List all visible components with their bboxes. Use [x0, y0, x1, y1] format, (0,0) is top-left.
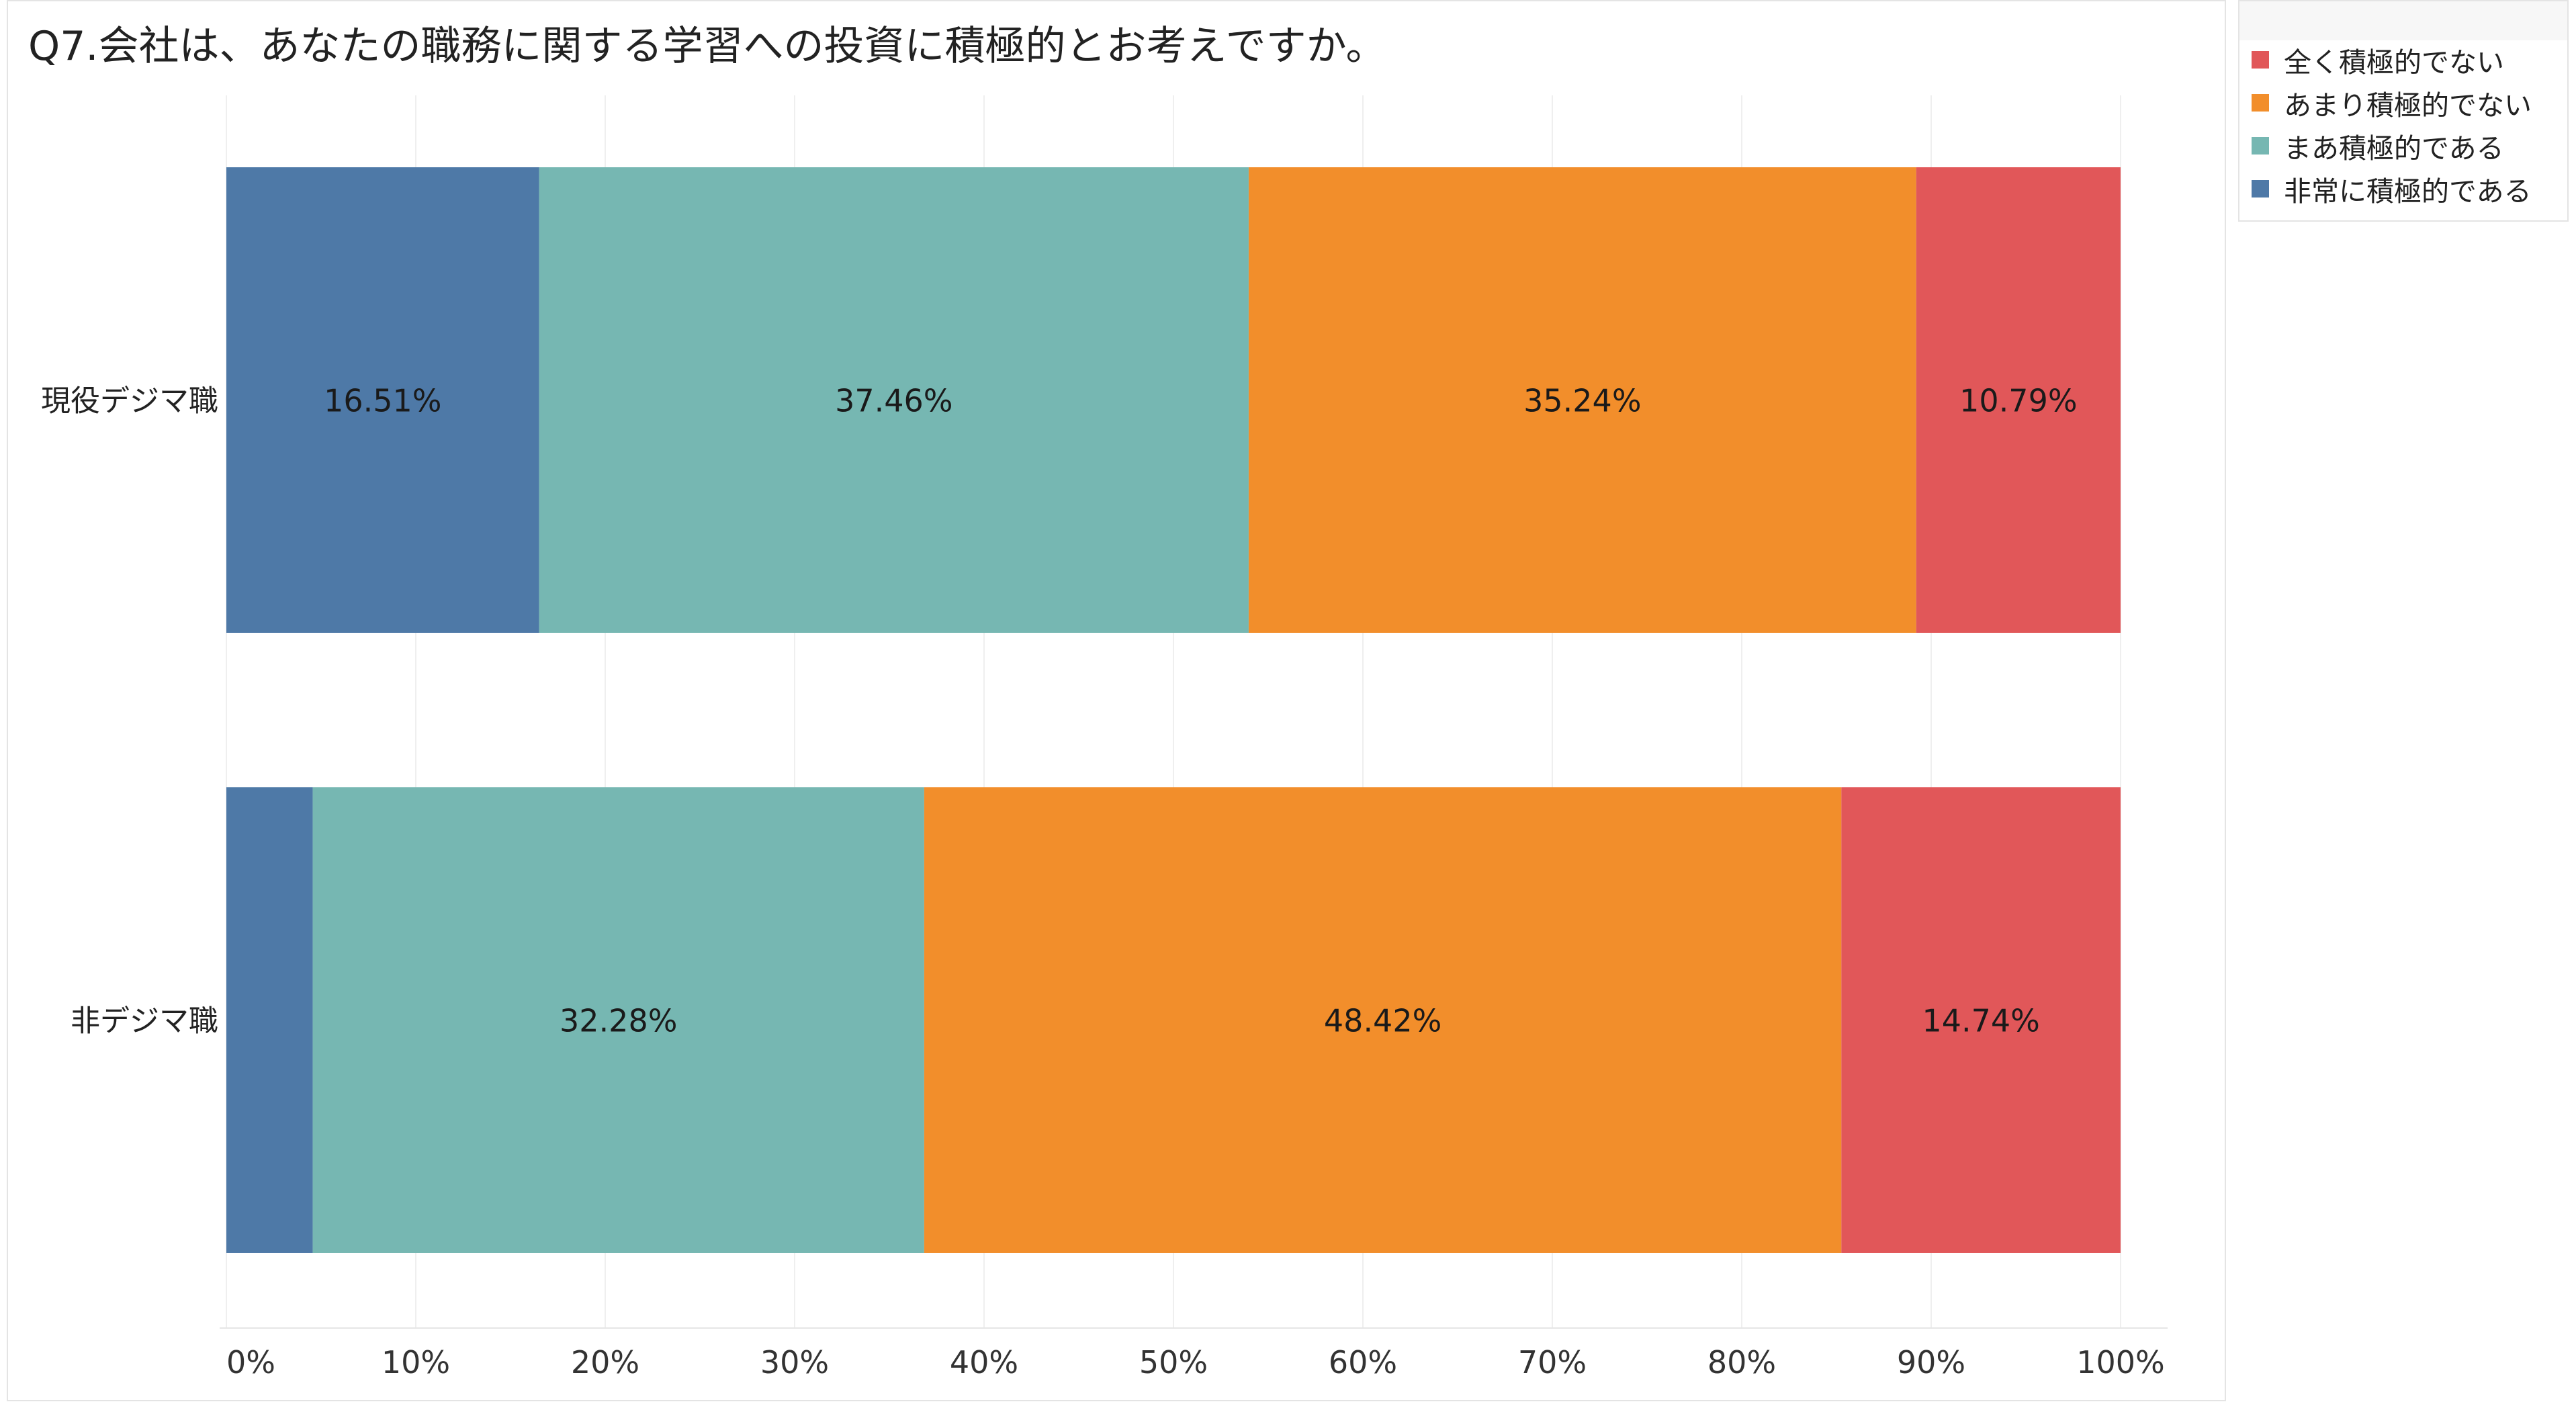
- x-tick-label: 20%: [571, 1344, 639, 1380]
- data-label: 16.51%: [324, 383, 441, 419]
- bar-segment: [924, 787, 1842, 1253]
- bar-segment: [312, 787, 924, 1253]
- x-tick-label: 100%: [2076, 1344, 2165, 1380]
- legend: 全く積極的でない あまり積極的でない まあ積極的である 非常に積極的である: [2238, 0, 2569, 222]
- legend-label: 全く積極的でない: [2284, 46, 2504, 79]
- x-tick-label: 0%: [226, 1344, 275, 1380]
- category-label: 非デジマ職: [71, 1004, 218, 1039]
- x-tick-label: 50%: [1139, 1344, 1208, 1380]
- x-tick-label: 70%: [1518, 1344, 1587, 1380]
- x-tick-label: 40%: [950, 1344, 1018, 1380]
- stacked-bar-chart: 0% 10% 20% 30% 40% 50% 60% 70% 80% 90% 100% 現役デジマ職 1…: [41, 95, 2168, 1380]
- bar-segment: [1916, 167, 2121, 633]
- data-label: 32.28%: [560, 1003, 677, 1039]
- legend-swatch: [2252, 137, 2269, 155]
- legend-label: 非常に積極的である: [2284, 175, 2532, 208]
- legend-header: [2239, 1, 2567, 40]
- chart-title: Q7.会社は、あなたの職務に関する学習への投資に積極的とお考えですか。: [28, 23, 1386, 70]
- x-tick-label: 80%: [1707, 1344, 1776, 1380]
- x-tick-label: 60%: [1329, 1344, 1397, 1380]
- legend-swatch: [2252, 94, 2269, 112]
- bar-segment: [539, 167, 1249, 633]
- bar-segment: [226, 787, 313, 1253]
- legend-item: 非常に積極的である: [2252, 171, 2532, 208]
- legend-item: まあ積極的である: [2252, 128, 2504, 165]
- chart-panel: Q7.会社は、あなたの職務に関する学習への投資に積極的とお考えですか。 0% 10…: [7, 0, 2226, 1401]
- legend-label: まあ積極的である: [2284, 132, 2504, 165]
- bar-segment: [226, 167, 539, 633]
- data-label: 37.46%: [835, 383, 952, 419]
- legend-item: あまり積極的でない: [2252, 85, 2532, 122]
- legend-swatch: [2252, 51, 2269, 69]
- legend-item: 全く積極的でない: [2252, 42, 2504, 79]
- x-tick-label: 10%: [382, 1344, 450, 1380]
- bar-segment: [1248, 167, 1916, 633]
- data-label: 48.42%: [1324, 1003, 1441, 1039]
- x-tick-label: 90%: [1897, 1344, 1965, 1380]
- bar-segment: [1841, 787, 2121, 1253]
- category-label: 現役デジマ職: [41, 384, 218, 419]
- data-label: 10.79%: [1959, 383, 2077, 419]
- legend-label: あまり積極的でない: [2284, 89, 2532, 122]
- legend-swatch: [2252, 180, 2269, 197]
- data-label: 14.74%: [1922, 1003, 2039, 1039]
- x-tick-label: 30%: [760, 1344, 829, 1380]
- data-label: 35.24%: [1523, 383, 1641, 419]
